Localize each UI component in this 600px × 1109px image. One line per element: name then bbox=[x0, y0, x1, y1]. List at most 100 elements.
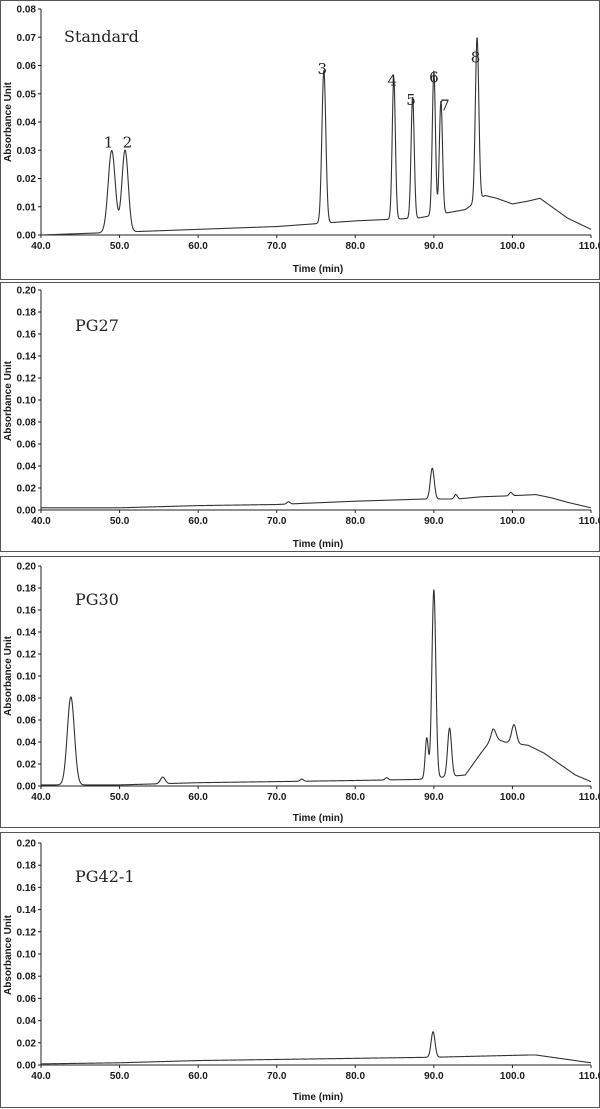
y-axis-title: Absorbance Unit bbox=[3, 635, 14, 716]
y-axis-title: Absorbance Unit bbox=[3, 360, 14, 441]
x-tick-label: 110.0 bbox=[579, 792, 600, 803]
y-tick-label: 0.08 bbox=[17, 694, 37, 705]
x-tick-label: 40.0 bbox=[31, 1071, 51, 1082]
y-tick-label: 0.20 bbox=[17, 286, 37, 297]
y-tick-label: 0.06 bbox=[17, 440, 37, 451]
y-tick-label: 0.12 bbox=[17, 927, 37, 938]
y-axis-title: Absorbance Unit bbox=[3, 81, 14, 162]
x-tick-label: 80.0 bbox=[346, 1071, 366, 1082]
x-tick-label: 110.0 bbox=[579, 1071, 600, 1082]
y-tick-label: 0.14 bbox=[17, 905, 37, 916]
y-tick-label: 0.14 bbox=[17, 352, 37, 363]
y-tick-label: 0.02 bbox=[17, 760, 37, 771]
x-tick-label: 60.0 bbox=[188, 1071, 208, 1082]
y-tick-label: 0.08 bbox=[17, 418, 37, 429]
x-tick-label: 100.0 bbox=[500, 241, 525, 252]
y-tick-label: 0.02 bbox=[17, 484, 37, 495]
y-tick-label: 0.06 bbox=[17, 61, 37, 72]
peak-label-3: 3 bbox=[318, 60, 328, 78]
x-tick-label: 50.0 bbox=[110, 1071, 130, 1082]
x-tick-label: 110.0 bbox=[579, 516, 600, 527]
y-tick-label: 0.04 bbox=[17, 118, 37, 129]
peak-label-6: 6 bbox=[429, 68, 439, 86]
y-tick-label: 0.08 bbox=[17, 972, 37, 983]
x-tick-label: 90.0 bbox=[424, 241, 444, 252]
peak-label-4: 4 bbox=[387, 71, 397, 89]
x-tick-label: 100.0 bbox=[500, 792, 525, 803]
y-tick-label: 0.00 bbox=[17, 231, 37, 242]
y-tick-label: 0.08 bbox=[17, 5, 37, 16]
x-tick-label: 70.0 bbox=[267, 1071, 287, 1082]
x-tick-label: 80.0 bbox=[346, 241, 366, 252]
x-tick-label: 60.0 bbox=[188, 792, 208, 803]
x-tick-label: 40.0 bbox=[31, 516, 51, 527]
panel-pg42-1: PG42-1 Time (min) Absorbance Unit 0.00 0.… bbox=[0, 832, 600, 1108]
y-tick-label: 0.07 bbox=[17, 33, 37, 44]
chromatogram-trace bbox=[40, 467, 592, 509]
x-tick-label: 50.0 bbox=[110, 516, 130, 527]
y-tick-label: 0.00 bbox=[17, 506, 37, 517]
y-tick-label: 0.03 bbox=[17, 146, 37, 157]
ticks-layer: 0.00 0.02 0.04 0.06 0.08 0.10 0.12 0.14 0.16 0.18… bbox=[17, 286, 600, 528]
x-tick-label: 100.0 bbox=[500, 516, 525, 527]
y-axis-title: Absorbance Unit bbox=[3, 914, 14, 995]
x-axis-title: Time (min) bbox=[293, 264, 343, 275]
sample-label: PG42-1 bbox=[75, 867, 135, 886]
y-tick-label: 0.06 bbox=[17, 716, 37, 727]
x-tick-label: 70.0 bbox=[267, 792, 287, 803]
sample-label: PG30 bbox=[75, 590, 119, 609]
x-tick-label: 110.0 bbox=[579, 241, 600, 252]
peak-label-1: 1 bbox=[104, 133, 114, 151]
x-tick-label: 100.0 bbox=[500, 1071, 525, 1082]
x-tick-label: 60.0 bbox=[188, 241, 208, 252]
chromatogram-trace bbox=[40, 37, 592, 236]
y-tick-label: 0.20 bbox=[17, 562, 37, 573]
y-tick-label: 0.12 bbox=[17, 374, 37, 385]
y-tick-label: 0.04 bbox=[17, 1016, 37, 1027]
peak-label-8: 8 bbox=[471, 49, 481, 67]
chromatogram-trace bbox=[40, 1031, 592, 1065]
plot-layer bbox=[40, 467, 592, 509]
ticks-layer: 0.00 0.02 0.04 0.06 0.08 0.10 0.12 0.14 0.16 0.18… bbox=[17, 839, 600, 1083]
x-axis-title: Time (min) bbox=[293, 1092, 343, 1103]
y-tick-label: 0.16 bbox=[17, 883, 37, 894]
chromatogram-trace bbox=[40, 589, 592, 786]
plot-layer bbox=[40, 1031, 592, 1065]
x-tick-label: 60.0 bbox=[188, 516, 208, 527]
y-tick-label: 0.00 bbox=[17, 1061, 37, 1072]
y-tick-label: 0.18 bbox=[17, 584, 37, 595]
sample-label: PG27 bbox=[75, 316, 119, 335]
y-tick-label: 0.14 bbox=[17, 628, 37, 639]
y-tick-label: 0.10 bbox=[17, 396, 37, 407]
x-tick-label: 90.0 bbox=[424, 792, 444, 803]
x-tick-label: 70.0 bbox=[267, 516, 287, 527]
panel-standard: Standard Time (min) Absorbance Unit 0.00… bbox=[0, 0, 600, 280]
panel-pg30: PG30 Time (min) Absorbance Unit 0.00 0.02… bbox=[0, 556, 600, 828]
x-tick-label: 80.0 bbox=[346, 516, 366, 527]
y-tick-label: 0.16 bbox=[17, 606, 37, 617]
y-tick-label: 0.04 bbox=[17, 738, 37, 749]
plot-layer bbox=[40, 589, 592, 786]
y-tick-label: 0.04 bbox=[17, 462, 37, 473]
y-tick-label: 0.18 bbox=[17, 861, 37, 872]
y-tick-label: 0.12 bbox=[17, 650, 37, 661]
x-tick-label: 50.0 bbox=[110, 792, 130, 803]
y-tick-label: 0.20 bbox=[17, 839, 37, 850]
sample-label: Standard bbox=[64, 27, 139, 46]
peak-label-5: 5 bbox=[406, 91, 416, 109]
ticks-layer: 0.00 0.01 0.02 0.03 0.04 0.05 0.06 0.07 0.08 40.0… bbox=[17, 5, 600, 253]
y-tick-label: 0.10 bbox=[17, 672, 37, 683]
x-tick-label: 40.0 bbox=[31, 792, 51, 803]
y-tick-label: 0.02 bbox=[17, 1038, 37, 1049]
y-tick-label: 0.05 bbox=[17, 89, 37, 100]
x-tick-label: 80.0 bbox=[346, 792, 366, 803]
y-tick-label: 0.02 bbox=[17, 174, 37, 185]
y-tick-label: 0.01 bbox=[17, 202, 37, 213]
ticks-layer: 0.00 0.02 0.04 0.06 0.08 0.10 0.12 0.14 0.16 0.18… bbox=[17, 562, 600, 804]
x-tick-label: 50.0 bbox=[110, 241, 130, 252]
y-tick-label: 0.00 bbox=[17, 782, 37, 793]
x-tick-label: 70.0 bbox=[267, 241, 287, 252]
